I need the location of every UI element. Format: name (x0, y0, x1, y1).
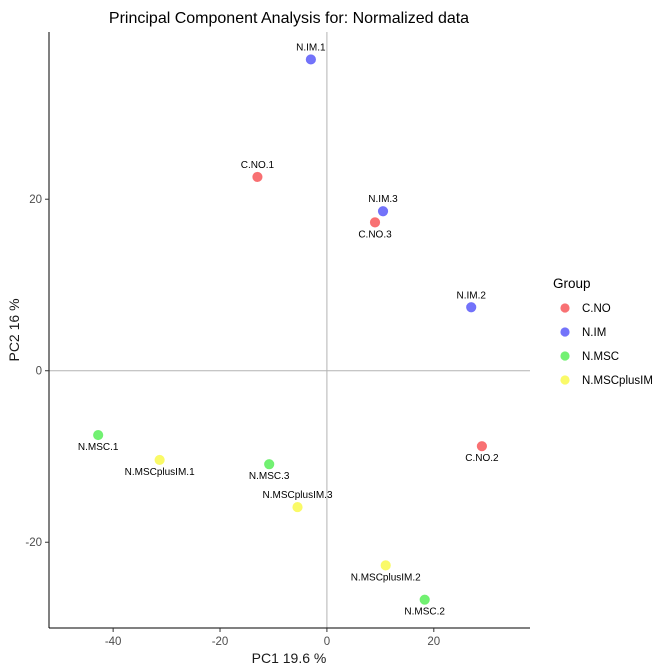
data-point-n-msc-2 (419, 594, 430, 605)
data-point-n-im-1 (305, 54, 316, 65)
legend-key-n-mscplusim (560, 375, 570, 385)
point-label-n-mscplusim-2: N.MSCplusIM.2 (351, 572, 421, 583)
reference-lines (49, 32, 530, 628)
data-point-c-no-3 (369, 217, 381, 228)
point-label-n-msc-2: N.MSC.2 (404, 607, 445, 618)
point-label-n-mscplusim-3: N.MSCplusIM.3 (263, 490, 333, 501)
data-point-c-no-2 (476, 441, 487, 452)
point-label-n-mscplusim-1: N.MSCplusIM.1 (125, 467, 195, 478)
legend-key-n-msc (560, 351, 570, 361)
legend-key-c-no (560, 303, 570, 313)
x-axis-title: PC1 19.6 % (252, 650, 327, 666)
point-label-n-im-2: N.IM.2 (456, 290, 486, 301)
legend-label-n-im: N.IM (582, 327, 606, 339)
legend-label-n-mscplusim: N.MSCplusIM (582, 375, 653, 387)
point-label-n-im-1: N.IM.1 (296, 42, 326, 53)
legend: Group C.NO N.IM N.MSC N.MSCplusIM (553, 276, 653, 387)
x-tick-label: 20 (427, 636, 440, 648)
legend-label-c-no: C.NO (582, 303, 611, 315)
legend-title: Group (553, 276, 591, 291)
x-tick-label: 0 (324, 636, 330, 648)
data-point-c-no-1 (252, 171, 263, 183)
legend-items: C.NO N.IM N.MSC N.MSCplusIM (560, 303, 653, 387)
y-tick-label: 0 (36, 366, 42, 378)
point-label-n-im-3: N.IM.3 (368, 194, 398, 205)
data-point-n-im-3 (377, 206, 389, 217)
x-axis-ticks: -40 -20 0 20 (105, 628, 440, 648)
x-tick-label: -40 (105, 636, 122, 648)
axis-lines (48, 32, 530, 629)
data-point-n-msc-3 (264, 459, 275, 470)
x-tick-label: -20 (212, 636, 229, 648)
legend-label-n-msc: N.MSC (582, 351, 619, 363)
point-labels: C.NO.1 C.NO.3 C.NO.2 N.IM.1 N.IM.3 N.IM.2 N.MS… (78, 42, 499, 617)
y-tick-label: -20 (25, 537, 42, 549)
legend-key-n-im (560, 327, 570, 337)
point-label-c-no-1: C.NO.1 (241, 160, 275, 171)
point-label-n-msc-1: N.MSC.1 (78, 442, 119, 453)
y-tick-label: 20 (29, 194, 42, 206)
point-label-n-msc-3: N.MSC.3 (249, 471, 290, 482)
chart-title: Principal Component Analysis for: Normal… (109, 10, 469, 27)
point-label-c-no-3: C.NO.3 (358, 229, 392, 240)
data-points (93, 54, 487, 605)
y-axis-ticks: -20 0 20 (25, 194, 49, 549)
point-label-c-no-2: C.NO.2 (465, 453, 499, 464)
data-point-n-mscplusim-3 (292, 501, 303, 513)
data-point-n-msc-1 (93, 429, 104, 441)
data-point-n-mscplusim-2 (380, 560, 391, 571)
y-axis-title: PC2 16 % (6, 298, 22, 361)
data-point-n-im-2 (466, 302, 477, 313)
data-point-n-mscplusim-1 (154, 454, 165, 466)
